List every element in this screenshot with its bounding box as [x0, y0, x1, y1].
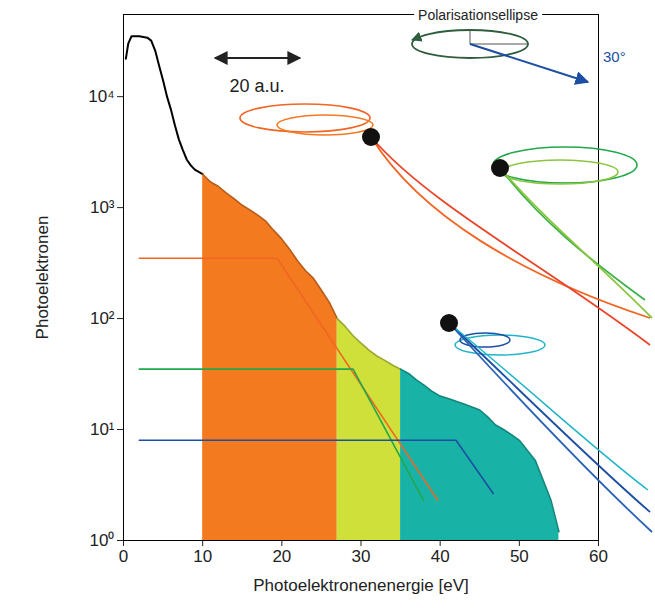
svg-text:10¹: 10¹ [90, 420, 115, 439]
svg-text:20: 20 [272, 547, 291, 566]
svg-text:20 a.u.: 20 a.u. [229, 76, 284, 96]
svg-text:10: 10 [193, 547, 212, 566]
svg-text:Photoelektronen: Photoelektronen [33, 216, 52, 340]
svg-text:Polarisationsellipse: Polarisationsellipse [418, 7, 538, 23]
svg-text:40: 40 [431, 547, 450, 566]
svg-text:0: 0 [119, 547, 128, 566]
svg-text:30: 30 [352, 547, 371, 566]
svg-text:10⁴: 10⁴ [88, 87, 114, 106]
svg-text:30°: 30° [603, 48, 626, 65]
svg-text:10³: 10³ [90, 198, 115, 217]
svg-text:10²: 10² [90, 309, 115, 328]
svg-text:60: 60 [589, 547, 608, 566]
svg-text:10⁰: 10⁰ [90, 531, 115, 550]
svg-text:50: 50 [510, 547, 529, 566]
svg-text:Photoelektronenenergie [eV]: Photoelektronenenergie [eV] [253, 576, 469, 595]
